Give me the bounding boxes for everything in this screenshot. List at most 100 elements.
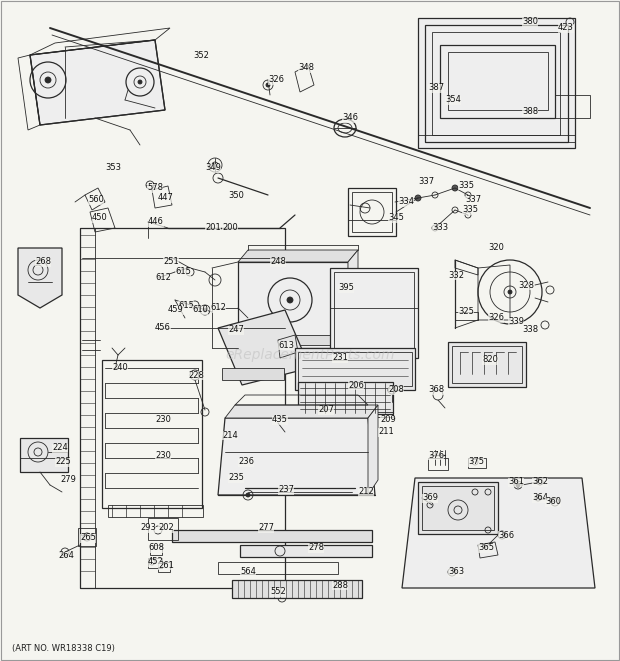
Bar bbox=[150, 545, 162, 555]
Text: 350: 350 bbox=[228, 190, 244, 200]
Bar bbox=[242, 335, 342, 345]
Bar bbox=[148, 558, 162, 568]
Text: 349: 349 bbox=[205, 163, 221, 173]
Text: 369: 369 bbox=[422, 494, 438, 502]
Circle shape bbox=[246, 493, 250, 497]
Text: 251: 251 bbox=[163, 258, 179, 266]
Text: 380: 380 bbox=[522, 17, 538, 26]
Text: 339: 339 bbox=[508, 317, 524, 327]
Polygon shape bbox=[368, 405, 378, 495]
Polygon shape bbox=[330, 268, 418, 358]
Text: eReplacementParts.com: eReplacementParts.com bbox=[225, 348, 395, 362]
Text: 435: 435 bbox=[272, 416, 288, 424]
Bar bbox=[418, 482, 498, 534]
Text: 337: 337 bbox=[418, 178, 434, 186]
Bar bbox=[468, 458, 486, 468]
Text: 235: 235 bbox=[228, 473, 244, 483]
Text: 337: 337 bbox=[465, 196, 481, 204]
Text: 820: 820 bbox=[482, 356, 498, 364]
Text: 354: 354 bbox=[445, 95, 461, 104]
Text: 564: 564 bbox=[240, 568, 256, 576]
Text: 247: 247 bbox=[228, 325, 244, 334]
Text: 277: 277 bbox=[258, 524, 274, 533]
Circle shape bbox=[203, 308, 207, 312]
Polygon shape bbox=[225, 405, 378, 418]
Polygon shape bbox=[418, 18, 575, 148]
Text: 212: 212 bbox=[358, 488, 374, 496]
Bar bbox=[452, 346, 522, 383]
Text: 447: 447 bbox=[158, 194, 174, 202]
Text: 338: 338 bbox=[522, 325, 538, 334]
Text: 231: 231 bbox=[332, 354, 348, 362]
Bar bbox=[348, 188, 396, 236]
Bar bbox=[218, 562, 338, 574]
Text: 615: 615 bbox=[178, 301, 194, 309]
Bar bbox=[148, 518, 178, 540]
Text: 334: 334 bbox=[398, 198, 414, 206]
Circle shape bbox=[508, 290, 512, 294]
Text: 248: 248 bbox=[270, 258, 286, 266]
Text: 265: 265 bbox=[80, 533, 96, 543]
Text: 236: 236 bbox=[238, 457, 254, 467]
Circle shape bbox=[415, 195, 421, 201]
Text: 225: 225 bbox=[55, 457, 71, 467]
Bar bbox=[422, 486, 494, 530]
Text: 363: 363 bbox=[448, 568, 464, 576]
Text: 230: 230 bbox=[155, 416, 171, 424]
Text: 368: 368 bbox=[428, 385, 444, 395]
Text: 613: 613 bbox=[278, 340, 294, 350]
Circle shape bbox=[45, 77, 51, 83]
Text: 615: 615 bbox=[175, 268, 191, 276]
Polygon shape bbox=[402, 478, 595, 588]
Text: 237: 237 bbox=[278, 485, 294, 494]
Polygon shape bbox=[238, 262, 348, 348]
Polygon shape bbox=[218, 310, 310, 385]
Bar bbox=[172, 530, 372, 542]
Text: 333: 333 bbox=[432, 223, 448, 233]
Text: 209: 209 bbox=[380, 416, 396, 424]
Bar bbox=[158, 562, 170, 572]
Text: 560: 560 bbox=[88, 196, 104, 204]
Text: 612: 612 bbox=[210, 303, 226, 313]
Text: 375: 375 bbox=[468, 457, 484, 467]
Bar bbox=[448, 342, 526, 387]
Text: 610: 610 bbox=[192, 305, 208, 315]
Text: 279: 279 bbox=[60, 475, 76, 485]
Text: 207: 207 bbox=[318, 405, 334, 414]
Circle shape bbox=[516, 483, 520, 487]
Text: 376: 376 bbox=[428, 451, 444, 459]
Text: 353: 353 bbox=[105, 163, 121, 173]
Text: 346: 346 bbox=[342, 114, 358, 122]
Text: 278: 278 bbox=[308, 543, 324, 553]
Circle shape bbox=[452, 185, 458, 191]
Text: 552: 552 bbox=[270, 588, 286, 596]
Text: 228: 228 bbox=[188, 371, 204, 379]
Text: 452: 452 bbox=[148, 557, 164, 566]
Text: 456: 456 bbox=[155, 323, 171, 332]
Text: 332: 332 bbox=[448, 270, 464, 280]
Text: 423: 423 bbox=[558, 24, 574, 32]
Bar bbox=[298, 412, 393, 417]
Bar bbox=[240, 545, 372, 557]
Text: 211: 211 bbox=[378, 428, 394, 436]
Text: 206: 206 bbox=[348, 381, 364, 389]
Text: 264: 264 bbox=[58, 551, 74, 559]
Polygon shape bbox=[20, 438, 68, 472]
Text: 293: 293 bbox=[140, 524, 156, 533]
Circle shape bbox=[287, 297, 293, 303]
Text: 288: 288 bbox=[332, 580, 348, 590]
Text: 352: 352 bbox=[193, 50, 209, 59]
Bar bbox=[222, 368, 284, 380]
Text: 335: 335 bbox=[458, 180, 474, 190]
Polygon shape bbox=[348, 250, 358, 348]
Text: 326: 326 bbox=[268, 75, 284, 85]
Text: 224: 224 bbox=[52, 444, 68, 453]
Text: 364: 364 bbox=[532, 494, 548, 502]
Text: 200: 200 bbox=[222, 223, 237, 233]
Bar bbox=[330, 278, 344, 292]
Polygon shape bbox=[295, 348, 415, 390]
Text: 201: 201 bbox=[205, 223, 221, 233]
Text: 230: 230 bbox=[155, 451, 171, 459]
Text: 388: 388 bbox=[522, 108, 538, 116]
Text: 240: 240 bbox=[112, 364, 128, 373]
